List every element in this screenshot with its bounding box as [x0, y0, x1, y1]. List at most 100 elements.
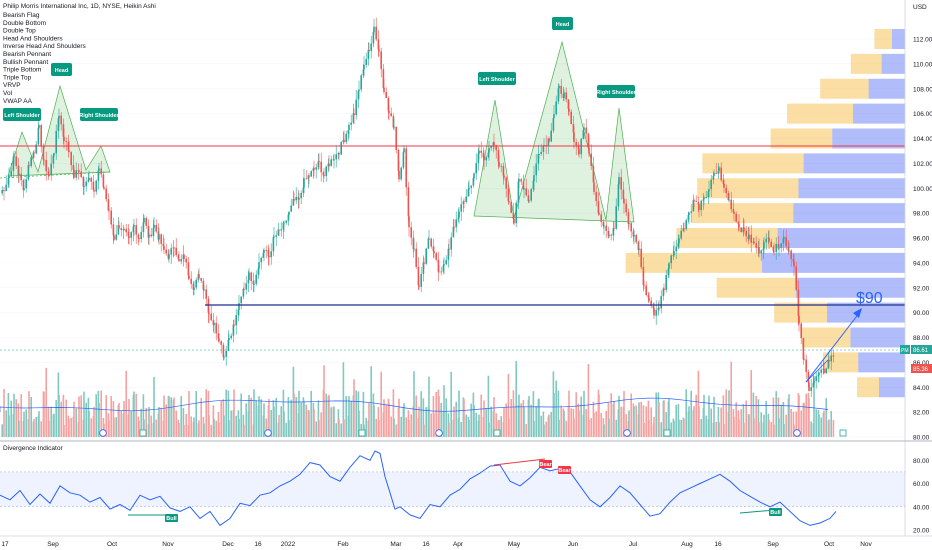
time-tick: Oct — [824, 541, 834, 548]
volume-bar — [540, 415, 542, 437]
volume-bar — [213, 418, 215, 437]
volume-bar — [538, 398, 540, 437]
indicator-item[interactable]: Head And Shoulders — [3, 35, 63, 42]
time-tick: 16 — [254, 541, 262, 548]
candle-body — [88, 177, 90, 181]
dividend-marker[interactable] — [435, 429, 443, 437]
candle-body — [707, 191, 710, 198]
head-shoulders-pattern-1[interactable] — [7, 84, 111, 177]
indicator-item[interactable]: Inverse Head And Shoulders — [3, 43, 86, 50]
indicator-item[interactable]: Triple Bottom — [3, 67, 41, 74]
head-shoulders-pattern-2[interactable] — [473, 40, 635, 223]
candle-body — [3, 190, 5, 192]
candle-body — [152, 228, 155, 237]
volume-bar — [288, 420, 290, 437]
earnings-marker[interactable] — [493, 429, 501, 437]
candle-body — [435, 253, 437, 260]
volume-bar — [770, 421, 772, 437]
candle-body — [423, 262, 425, 264]
candle-body — [590, 153, 592, 166]
volume-bar — [298, 390, 300, 437]
dividend-marker[interactable] — [793, 429, 801, 437]
volume-bar — [208, 414, 210, 437]
volume-bar — [25, 409, 27, 437]
volume-bar — [660, 422, 662, 437]
candle-body — [770, 241, 772, 248]
candle-body — [315, 167, 317, 170]
target-arrow[interactable] — [805, 308, 862, 383]
volume-bar — [240, 393, 242, 437]
candle-body — [43, 159, 45, 161]
candle-body — [570, 111, 572, 125]
candle-body — [463, 201, 465, 203]
candle-body — [160, 234, 162, 244]
volume-bar — [722, 395, 725, 437]
volume-bar — [190, 416, 192, 437]
oscillator-tick: 80.00 — [913, 458, 930, 465]
svg-text:Bull: Bull — [770, 510, 781, 516]
candle-body — [268, 255, 270, 258]
time-axis[interactable]: 17 Sep Oct Nov Dec 16 2022 Feb Mar 16 Apr May Jun Jul… — [1, 541, 872, 548]
candle-body — [430, 238, 432, 247]
indicator-item[interactable]: VRVP — [3, 82, 21, 89]
volume-bar — [145, 407, 147, 437]
candle-body — [227, 339, 230, 351]
indicator-item[interactable]: Vol — [3, 90, 13, 97]
candle-body — [555, 101, 557, 115]
candle-body — [498, 161, 500, 167]
volume-bar — [518, 394, 520, 437]
candle-body — [38, 125, 40, 128]
candle-body — [100, 168, 102, 175]
volume-bar — [480, 394, 482, 437]
volume-bar — [250, 397, 252, 437]
oscillator-tick: 60.00 — [913, 481, 930, 488]
candle-body — [260, 257, 262, 263]
candle-body — [775, 243, 777, 252]
time-tick: 17 — [1, 541, 9, 548]
indicator-item[interactable]: Double Bottom — [3, 20, 46, 27]
dividend-marker[interactable] — [623, 429, 631, 437]
indicator-item[interactable]: Bearish Pennant — [3, 51, 51, 58]
candle-body — [125, 229, 127, 233]
volume-bar — [832, 420, 835, 437]
price-axis[interactable]: 112.00 110.00 108.00 106.00 104.00 102.00 100.… — [913, 37, 932, 442]
indicator-item[interactable]: Triple Top — [3, 74, 32, 81]
indicator-item[interactable]: VWAP AA — [3, 98, 33, 105]
dividend-marker[interactable] — [99, 429, 107, 437]
indicator-item[interactable]: Bullish Pennant — [3, 59, 48, 66]
candle-body — [703, 197, 705, 200]
candle-body — [252, 281, 255, 285]
indicator-item[interactable]: Double Top — [3, 28, 36, 35]
candle-body — [138, 237, 140, 240]
candle-body — [373, 26, 375, 33]
candle-body — [333, 159, 335, 161]
candle-body — [700, 200, 702, 211]
event-markers[interactable] — [99, 429, 847, 437]
earnings-marker[interactable] — [139, 429, 147, 437]
profile-bar-up — [858, 352, 905, 373]
volume-bar — [583, 390, 585, 437]
candle-body — [133, 225, 135, 227]
profile-bar-up — [793, 203, 905, 224]
candle-body — [535, 163, 537, 176]
volume-bar — [423, 424, 425, 437]
pattern-label-left-shoulder-2: Left Shoulder — [478, 72, 516, 85]
volume-bar — [183, 424, 185, 437]
candle-body — [48, 174, 50, 176]
volume-bar — [142, 394, 145, 437]
earnings-marker[interactable] — [663, 429, 671, 437]
oscillator-axis[interactable]: 80.00 60.00 40.00 20.00 — [913, 458, 930, 535]
volume-bar — [498, 419, 500, 437]
candle-body — [82, 177, 85, 187]
earnings-marker[interactable] — [358, 429, 366, 437]
candle-body — [717, 171, 720, 174]
dividend-marker[interactable] — [264, 429, 272, 437]
divergence-indicator[interactable] — [0, 450, 905, 527]
candle-body — [720, 167, 722, 181]
earnings-marker[interactable] — [839, 429, 847, 437]
candle-body — [97, 170, 100, 181]
indicator-item[interactable]: Bearish Flag — [3, 12, 40, 19]
candle-body — [420, 273, 422, 287]
